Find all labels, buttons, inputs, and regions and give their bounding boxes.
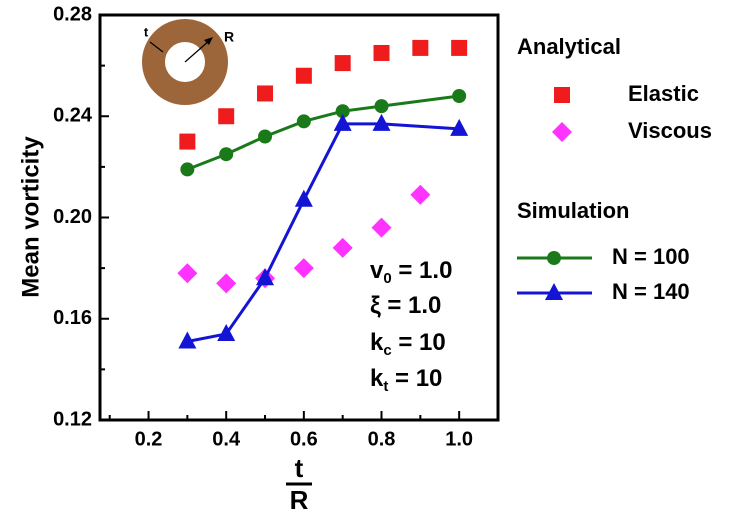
marker [451, 39, 468, 56]
annotation-base: ξ = 1.0 [370, 292, 441, 319]
marker [177, 263, 198, 284]
x-tick-label: 0.8 [368, 428, 396, 450]
annotation: kc = 10 [370, 329, 446, 359]
inset: t R [142, 19, 234, 105]
plot-frame [98, 13, 500, 422]
x-axis-label-numerator: t [295, 453, 304, 483]
annotation-subscript: t [383, 378, 388, 395]
marker [371, 217, 392, 238]
legend-item: N = 140 [517, 279, 690, 304]
arrow-head [204, 37, 213, 45]
inset-label: R [224, 29, 234, 45]
marker [218, 108, 235, 125]
marker [256, 268, 275, 286]
annotation-base: k [370, 329, 384, 356]
marker [257, 85, 274, 102]
marker [216, 273, 237, 294]
annotation: v0 = 1.0 [370, 257, 452, 287]
marker [217, 323, 236, 341]
legend-label: N = 100 [612, 244, 690, 269]
annotation-rest: = 10 [392, 329, 446, 356]
legend-title: Analytical [517, 34, 621, 59]
x-tick-label: 0.2 [135, 428, 163, 450]
marker [293, 258, 314, 279]
marker [219, 147, 234, 162]
marker [335, 104, 350, 119]
annotation: ξ = 1.0 [370, 292, 441, 319]
legend-item: N = 100 [517, 244, 690, 269]
annotation-base: k [370, 365, 384, 392]
marker [178, 331, 197, 349]
marker [554, 87, 570, 103]
annotation-subscript: 0 [383, 270, 391, 287]
marker [180, 162, 195, 177]
marker [373, 44, 390, 61]
marker [547, 251, 561, 265]
marker [334, 55, 351, 72]
marker [179, 133, 196, 150]
marker [332, 237, 353, 258]
y-axis-label: Mean vorticity [17, 136, 44, 298]
y-tick-label: 0.20 [53, 206, 92, 228]
marker [295, 67, 312, 84]
legend-title: Simulation [517, 198, 629, 223]
annotation-rest: = 10 [388, 365, 442, 392]
marker [452, 89, 467, 103]
annotation-subscript: c [383, 342, 391, 359]
marker [333, 113, 352, 131]
y-tick-label: 0.16 [53, 307, 92, 329]
y-tick-label: 0.28 [53, 3, 92, 25]
x-tick-label: 1.0 [445, 428, 473, 450]
legend-label: N = 140 [612, 279, 690, 304]
radius-arrow [184, 39, 211, 63]
marker [294, 189, 313, 207]
marker [545, 283, 563, 300]
marker [450, 118, 469, 136]
annotation: kt = 10 [370, 365, 442, 395]
marker [296, 114, 311, 129]
annotation-base: v [370, 257, 384, 284]
thickness-arrow [149, 41, 164, 53]
marker [552, 122, 572, 142]
y-tick-label: 0.12 [53, 408, 92, 430]
y-tick-label: 0.24 [53, 105, 93, 127]
marker [412, 39, 429, 56]
marker [372, 113, 391, 131]
x-tick-label: 0.6 [290, 428, 318, 450]
marker [410, 184, 431, 205]
marker [374, 99, 389, 114]
x-tick-label: 0.4 [212, 428, 241, 450]
x-axis-label-denominator: R [290, 485, 309, 515]
annotation-rest: = 1.0 [392, 257, 453, 284]
legend-item: Viscous [552, 118, 712, 143]
inset-label: t [144, 24, 149, 39]
marker [258, 129, 273, 144]
legend-item: Elastic [554, 81, 699, 106]
legend-label: Viscous [628, 118, 712, 143]
ring [142, 19, 228, 105]
legend-label: Elastic [628, 81, 699, 106]
